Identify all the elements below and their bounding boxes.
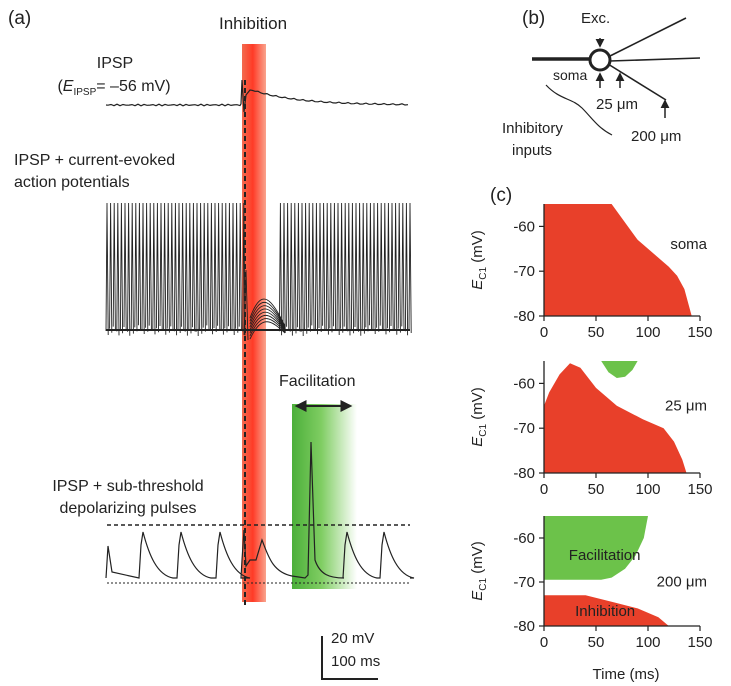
subplot-2: Facilitation Inhibition -60 -70 -80 0 50 100 150… xyxy=(469,516,713,651)
region-2-1 xyxy=(544,595,669,626)
soma-label: soma xyxy=(553,67,587,83)
region-label-2-1: Inhibition xyxy=(575,603,635,620)
soma-circle xyxy=(588,48,612,72)
x-tick-label-1-3: 150 xyxy=(687,481,712,498)
y-tick-label-1-2: -80 xyxy=(513,465,535,482)
inhibitory-input-curve xyxy=(545,84,613,136)
x-tick-label-2-3: 150 xyxy=(687,634,712,651)
x-tick-label-2-0: 0 xyxy=(540,634,548,651)
ipsp-label: IPSP xyxy=(97,55,133,72)
exc-label: Exc. xyxy=(581,10,610,27)
trace2-label-line2: action potentials xyxy=(14,174,130,191)
panel-a: (a) Inhibition IPSP (EIPSP= –56 mV) IPSP… xyxy=(8,8,415,680)
subplot-0: -60 -70 -80 0 50 100 150 soma EC1 (mV) xyxy=(469,204,713,341)
action-potential-traces xyxy=(105,202,412,341)
dendrite-middle xyxy=(609,57,701,62)
y-tick-label-0-2: -80 xyxy=(513,308,535,325)
y-tick-label-2-2: -80 xyxy=(513,618,535,635)
subplot-title-1: 25 μm xyxy=(665,397,707,414)
y-tick-label-0-0: -60 xyxy=(513,218,535,235)
inhibition-label: Inhibition xyxy=(219,14,287,33)
y-tick-label-0-1: -70 xyxy=(513,263,535,280)
scalebar-time: 100 ms xyxy=(331,653,380,670)
panel-c: (c) -60 -70 -80 0 50 100 150 soma EC1 (mV) -60 -70… xyxy=(469,185,713,683)
y-axis-label-0: EC1 (mV) xyxy=(469,230,489,289)
y-tick-label-2-0: -60 xyxy=(513,530,535,547)
ipsp-trace xyxy=(105,79,409,113)
inhibitory-label-line1: Inhibitory xyxy=(502,120,563,137)
region-2-0 xyxy=(544,516,648,580)
x-tick-label-2-1: 50 xyxy=(588,634,605,651)
scale-bar xyxy=(321,636,378,680)
d25-label: 25 μm xyxy=(596,96,638,113)
trace3-label-line1: IPSP + sub-threshold xyxy=(52,478,203,495)
region-1-1 xyxy=(601,361,638,378)
panel-a-label: (a) xyxy=(8,8,31,29)
x-tick-label-0-2: 100 xyxy=(635,324,660,341)
ipsp-reversal-label: (EIPSP= –56 mV) xyxy=(57,78,170,98)
subplot-title-0: soma xyxy=(670,236,707,253)
trace2-label-line1: IPSP + current-evoked xyxy=(14,152,175,169)
region-1-0 xyxy=(544,363,687,473)
y-tick-label-1-0: -60 xyxy=(513,375,535,392)
facilitation-label: Facilitation xyxy=(279,373,355,390)
subplot-1: -60 -70 -80 0 50 100 150 25 μm EC1 (mV) xyxy=(469,361,713,498)
subthreshold-trace xyxy=(105,441,415,579)
x-tick-label-1-0: 0 xyxy=(540,481,548,498)
y-axis-label-1: EC1 (mV) xyxy=(469,387,489,446)
d200-label: 200 μm xyxy=(631,128,681,145)
x-tick-label-0-3: 150 xyxy=(687,324,712,341)
trace3-label-line2: depolarizing pulses xyxy=(60,500,197,517)
scalebar-voltage: 20 mV xyxy=(331,630,374,647)
panel-b: (b) Exc. soma 25 μm 200 μm Inhibitory in… xyxy=(502,8,701,159)
subplot-title-2: 200 μm xyxy=(657,573,707,590)
region-0-0 xyxy=(544,204,692,316)
x-axis-label: Time (ms) xyxy=(593,666,660,683)
y-axis-label-2: EC1 (mV) xyxy=(469,541,489,600)
x-tick-label-1-2: 100 xyxy=(635,481,660,498)
y-tick-label-2-1: -70 xyxy=(513,574,535,591)
inhibitory-label-line2: inputs xyxy=(512,142,552,159)
x-tick-label-2-2: 100 xyxy=(635,634,660,651)
panel-c-label: (c) xyxy=(490,185,512,206)
panel-b-label: (b) xyxy=(522,8,545,29)
dendrite-upper xyxy=(609,17,687,57)
facilitation-band xyxy=(292,404,357,589)
dendrite-lower xyxy=(607,63,667,101)
x-tick-label-1-1: 50 xyxy=(588,481,605,498)
y-tick-label-1-1: -70 xyxy=(513,420,535,437)
region-label-2-0: Facilitation xyxy=(569,547,641,564)
x-tick-label-0-1: 50 xyxy=(588,324,605,341)
x-tick-label-0-0: 0 xyxy=(540,324,548,341)
